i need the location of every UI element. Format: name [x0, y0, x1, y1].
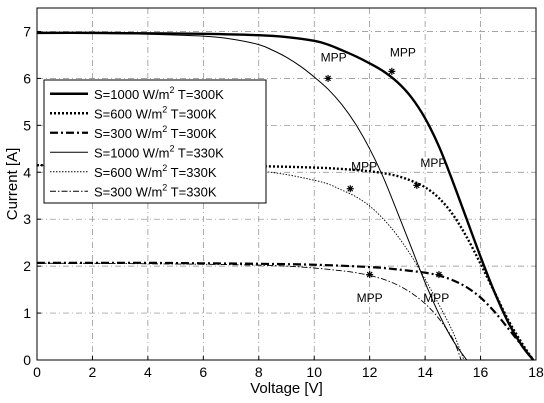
legend-label-main: S=600 W/m — [94, 106, 162, 121]
x-tick-label: 12 — [362, 364, 378, 380]
mpp-marker — [388, 67, 396, 75]
x-tick-label: 16 — [473, 364, 489, 380]
x-tick-label: 4 — [144, 364, 152, 380]
legend-label-sup: 2 — [162, 163, 167, 173]
x-tick-label: 14 — [417, 364, 433, 380]
legend-label-2: S=300 W/m2 T=300K — [94, 124, 217, 141]
series-line-0 — [36, 31, 535, 361]
y-tick-label: 4 — [23, 164, 31, 180]
y-axis-label: Current [A] — [4, 148, 21, 221]
legend-label-tail: T=300K — [175, 87, 225, 102]
legend-label-tail: T=330K — [167, 184, 217, 199]
legend-label-0: S=1000 W/m2 T=300K — [94, 85, 224, 102]
mpp-annotations: MPP MPP MPP MPP MPP MPP — [321, 46, 450, 305]
plot-frame — [36, 7, 537, 361]
series-line-1 — [37, 163, 535, 361]
mpp-label: MPP — [351, 160, 377, 174]
legend-label-main: S=1000 W/m — [94, 87, 170, 102]
legend-label-tail: T=330K — [175, 145, 225, 160]
y-tick-label: 2 — [23, 258, 31, 274]
legend-label-sup: 2 — [162, 182, 167, 192]
x-tick-label: 18 — [528, 364, 544, 380]
legend-label-tail: T=300K — [167, 126, 217, 141]
y-tick-label: 6 — [23, 70, 31, 86]
series-line-5 — [36, 262, 462, 361]
legend-label-tail: T=330K — [167, 165, 217, 180]
y-tick-label: 1 — [23, 305, 31, 321]
mpp-marker — [435, 271, 443, 279]
mpp-label: MPP — [321, 50, 347, 64]
legend-label-sup: 2 — [162, 104, 167, 114]
legend-label-5: S=300 W/m2 T=330K — [94, 182, 217, 199]
y-tick-label: 5 — [23, 117, 31, 133]
mpp-marker — [346, 185, 354, 193]
legend-label-tail: T=300K — [167, 106, 217, 121]
mpp-label: MPP — [420, 156, 446, 170]
mpp-label: MPP — [390, 46, 416, 60]
x-tick-label: 6 — [199, 364, 207, 380]
legend-label-main: S=600 W/m — [94, 165, 162, 180]
mpp-marker — [366, 271, 374, 279]
mpp-label: MPP — [357, 291, 383, 305]
x-tick-label: 0 — [33, 364, 41, 380]
y-tick-label: 0 — [23, 352, 31, 368]
x-tick-label: 2 — [89, 364, 97, 380]
series-lines — [36, 31, 535, 361]
legend-label-main: S=1000 W/m — [94, 145, 170, 160]
mpp-label: MPP — [423, 291, 449, 305]
y-tick-label: 3 — [23, 211, 31, 227]
legend-label-main: S=300 W/m — [94, 184, 162, 199]
legend-label-sup: 2 — [162, 124, 167, 134]
legend-label-sup: 2 — [170, 143, 175, 153]
series-line-2 — [37, 261, 535, 361]
y-tick-label: 7 — [23, 23, 31, 39]
mpp-marker — [324, 74, 332, 82]
legend-label-4: S=600 W/m2 T=330K — [94, 163, 217, 180]
x-tick-label: 8 — [255, 364, 263, 380]
mpp-markers — [324, 67, 443, 279]
legend-label-3: S=1000 W/m2 T=330K — [94, 143, 224, 160]
mpp-marker — [413, 181, 421, 189]
x-axis-label: Voltage [V] — [250, 380, 323, 397]
legend-box — [43, 79, 267, 204]
legend-label-sup: 2 — [170, 85, 175, 95]
legend-label-1: S=600 W/m2 T=300K — [94, 104, 217, 121]
x-tick-label: 10 — [306, 364, 322, 380]
legend-label-main: S=300 W/m — [94, 126, 162, 141]
